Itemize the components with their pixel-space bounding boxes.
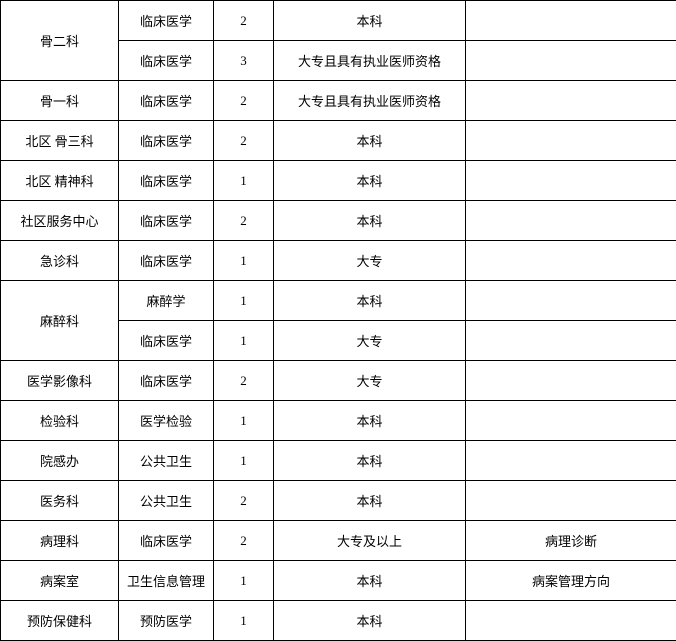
cell-count: 2 (214, 121, 274, 161)
cell-count: 1 (214, 441, 274, 481)
cell-major: 临床医学 (119, 41, 214, 81)
cell-major: 临床医学 (119, 1, 214, 41)
cell-note (466, 321, 676, 361)
table-row: 北区 精神科 临床医学 1 本科 (1, 161, 676, 201)
cell-note (466, 601, 676, 641)
cell-count: 1 (214, 281, 274, 321)
cell-dept: 院感办 (1, 441, 119, 481)
cell-req: 大专且具有执业医师资格 (274, 81, 466, 121)
table-row: 骨二科 临床医学 2 本科 (1, 1, 676, 41)
cell-dept: 预防保健科 (1, 601, 119, 641)
cell-req: 本科 (274, 401, 466, 441)
cell-count: 1 (214, 321, 274, 361)
cell-dept: 急诊科 (1, 241, 119, 281)
cell-note (466, 1, 676, 41)
table-row: 预防保健科 预防医学 1 本科 (1, 601, 676, 641)
cell-note (466, 441, 676, 481)
cell-note (466, 241, 676, 281)
cell-count: 1 (214, 161, 274, 201)
cell-major: 公共卫生 (119, 441, 214, 481)
cell-major: 临床医学 (119, 121, 214, 161)
cell-dept: 骨二科 (1, 1, 119, 81)
cell-major: 卫生信息管理 (119, 561, 214, 601)
cell-req: 本科 (274, 201, 466, 241)
recruitment-table: 骨二科 临床医学 2 本科 临床医学 3 大专且具有执业医师资格 骨一科 临床医… (0, 0, 676, 641)
cell-req: 本科 (274, 481, 466, 521)
cell-req: 本科 (274, 1, 466, 41)
table-row: 病案室 卫生信息管理 1 本科 病案管理方向 (1, 561, 676, 601)
cell-count: 2 (214, 81, 274, 121)
cell-note (466, 401, 676, 441)
cell-dept: 社区服务中心 (1, 201, 119, 241)
cell-req: 大专及以上 (274, 521, 466, 561)
cell-count: 3 (214, 41, 274, 81)
cell-note: 病理诊断 (466, 521, 676, 561)
cell-req: 大专且具有执业医师资格 (274, 41, 466, 81)
cell-req: 本科 (274, 161, 466, 201)
cell-count: 1 (214, 601, 274, 641)
cell-count: 1 (214, 561, 274, 601)
table-row: 病理科 临床医学 2 大专及以上 病理诊断 (1, 521, 676, 561)
cell-note (466, 201, 676, 241)
table-row: 院感办 公共卫生 1 本科 (1, 441, 676, 481)
cell-count: 2 (214, 481, 274, 521)
table-row: 麻醉科 麻醉学 1 本科 (1, 281, 676, 321)
cell-count: 2 (214, 521, 274, 561)
cell-major: 临床医学 (119, 81, 214, 121)
cell-major: 公共卫生 (119, 481, 214, 521)
table-body: 骨二科 临床医学 2 本科 临床医学 3 大专且具有执业医师资格 骨一科 临床医… (1, 1, 676, 641)
cell-note (466, 281, 676, 321)
cell-count: 2 (214, 201, 274, 241)
table-row: 骨一科 临床医学 2 大专且具有执业医师资格 (1, 81, 676, 121)
cell-req: 本科 (274, 281, 466, 321)
cell-req: 本科 (274, 121, 466, 161)
cell-major: 预防医学 (119, 601, 214, 641)
cell-note (466, 81, 676, 121)
table-row: 急诊科 临床医学 1 大专 (1, 241, 676, 281)
cell-req: 大专 (274, 361, 466, 401)
cell-dept: 医学影像科 (1, 361, 119, 401)
cell-dept: 北区 骨三科 (1, 121, 119, 161)
cell-major: 麻醉学 (119, 281, 214, 321)
cell-major: 临床医学 (119, 361, 214, 401)
cell-count: 1 (214, 401, 274, 441)
cell-dept: 麻醉科 (1, 281, 119, 361)
cell-note (466, 361, 676, 401)
cell-req: 本科 (274, 561, 466, 601)
table-row: 社区服务中心 临床医学 2 本科 (1, 201, 676, 241)
cell-req: 本科 (274, 441, 466, 481)
cell-count: 1 (214, 241, 274, 281)
cell-note (466, 481, 676, 521)
cell-dept: 检验科 (1, 401, 119, 441)
cell-dept: 骨一科 (1, 81, 119, 121)
cell-dept: 病理科 (1, 521, 119, 561)
table-row: 医学影像科 临床医学 2 大专 (1, 361, 676, 401)
table-row: 北区 骨三科 临床医学 2 本科 (1, 121, 676, 161)
cell-req: 本科 (274, 601, 466, 641)
cell-count: 2 (214, 361, 274, 401)
cell-dept: 北区 精神科 (1, 161, 119, 201)
cell-major: 临床医学 (119, 161, 214, 201)
cell-dept: 病案室 (1, 561, 119, 601)
cell-major: 临床医学 (119, 241, 214, 281)
cell-note (466, 121, 676, 161)
cell-major: 医学检验 (119, 401, 214, 441)
cell-major: 临床医学 (119, 521, 214, 561)
cell-req: 大专 (274, 321, 466, 361)
cell-note: 病案管理方向 (466, 561, 676, 601)
table-row: 检验科 医学检验 1 本科 (1, 401, 676, 441)
cell-note (466, 161, 676, 201)
cell-major: 临床医学 (119, 201, 214, 241)
table-row: 医务科 公共卫生 2 本科 (1, 481, 676, 521)
cell-count: 2 (214, 1, 274, 41)
cell-note (466, 41, 676, 81)
cell-dept: 医务科 (1, 481, 119, 521)
cell-major: 临床医学 (119, 321, 214, 361)
cell-req: 大专 (274, 241, 466, 281)
